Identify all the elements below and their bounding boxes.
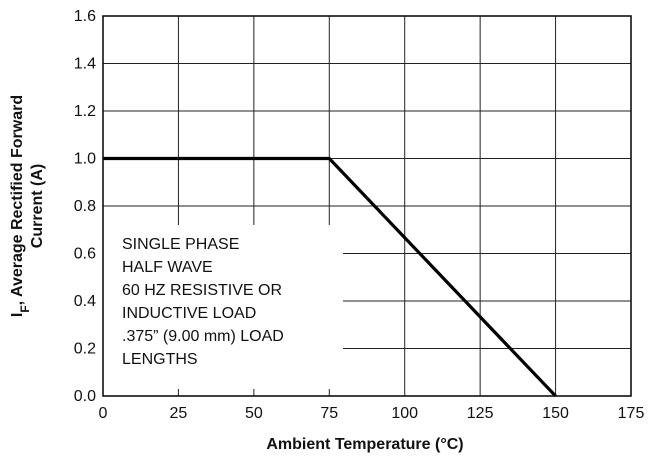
y-tick-label: 1.6: [74, 8, 96, 25]
x-tick-label: 75: [320, 405, 338, 422]
y-tick-label: 1.2: [74, 103, 96, 120]
y-axis-label: IF, Average Rectified Forward Current (A): [9, 95, 46, 317]
x-tick-label: 100: [391, 405, 418, 422]
y-tick-label: 1.4: [74, 56, 96, 73]
x-tick-label: 25: [170, 405, 188, 422]
y-tick-label: 0.8: [74, 198, 96, 215]
y-tick-labels: 0.0 0.2 0.4 0.6 0.8 1.0 1.2 1.4 1.6: [74, 8, 96, 405]
x-tick-label: 150: [542, 405, 569, 422]
annotation-line: INDUCTIVE LOAD: [122, 305, 256, 322]
y-axis-label-main: Current (A): [29, 164, 46, 248]
series-group: [103, 156, 557, 398]
x-tick-label: 175: [618, 405, 645, 422]
annotation-line: LENGTHS: [122, 351, 198, 368]
y-tick-label: 0.2: [74, 341, 96, 358]
y-axis-label-line: Current (A): [29, 164, 46, 248]
x-tick-label: 50: [245, 405, 263, 422]
annotation-line: .375” (9.00 mm) LOAD: [122, 328, 284, 345]
annotation-line: 60 HZ RESISTIVE OR: [122, 282, 282, 299]
y-axis-label-main: I: [9, 313, 26, 317]
annotation-line: HALF WAVE: [122, 259, 213, 276]
x-tick-label: 125: [467, 405, 494, 422]
plot-frame: [102, 15, 632, 397]
x-axis-label: Ambient Temperature (°C): [266, 436, 463, 453]
y-tick-label: 0.4: [74, 293, 96, 310]
y-axis-label-line: IF, Average Rectified Forward: [9, 95, 32, 317]
y-axis-label-subscript: F: [18, 305, 32, 312]
annotation: SINGLE PHASE HALF WAVE 60 HZ RESISTIVE OR I…: [122, 236, 284, 368]
annotation-background: [103, 225, 343, 389]
series-line: [103, 156, 557, 398]
x-tick-label: 0: [99, 405, 108, 422]
y-tick-label: 1.0: [74, 151, 96, 168]
y-axis-label-rest: , Average Rectified Forward: [9, 95, 26, 305]
x-tick-labels: 0 25 50 75 100 125 150 175: [99, 405, 645, 422]
annotation-line: SINGLE PHASE: [122, 236, 239, 253]
y-tick-label: 0.6: [74, 246, 96, 263]
y-tick-label: 0.0: [74, 388, 96, 405]
